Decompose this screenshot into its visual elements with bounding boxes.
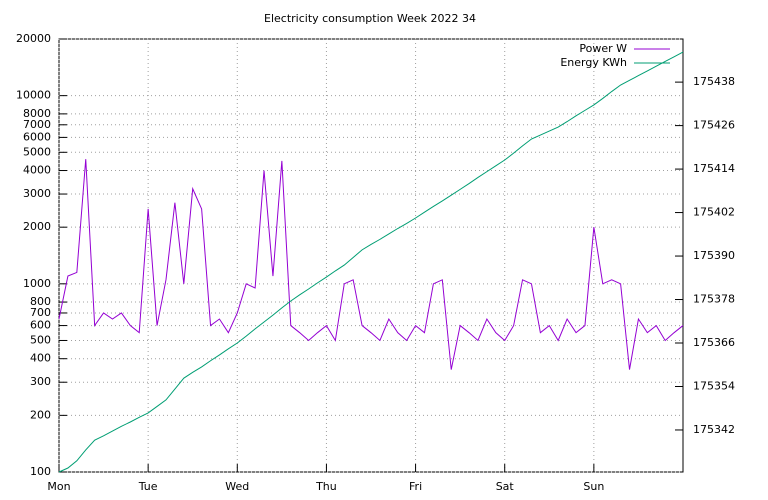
y2-tick-label: 175414 (693, 162, 735, 175)
y-tick-label: 400 (30, 352, 51, 365)
legend-label: Power W (579, 42, 627, 55)
legend-label: Energy KWh (560, 56, 627, 69)
y-tick-label: 500 (30, 333, 51, 346)
y-tick-label: 8000 (23, 107, 51, 120)
y-tick-label: 10000 (16, 89, 51, 102)
y-tick-label: 300 (30, 375, 51, 388)
y2-tick-label: 175402 (693, 206, 735, 219)
y2-tick-label: 175426 (693, 119, 735, 132)
y-tick-label: 800 (30, 295, 51, 308)
y2-tick-label: 175366 (693, 336, 735, 349)
y-tick-label: 4000 (23, 164, 51, 177)
x-tick-label: Mon (47, 480, 70, 493)
chart-title: Electricity consumption Week 2022 34 (264, 12, 476, 25)
x-tick-label: Thu (315, 480, 337, 493)
y2-tick-label: 175378 (693, 293, 735, 306)
series-line (58, 51, 684, 473)
y2-tick-label: 175342 (693, 423, 735, 436)
plot-frame (58, 38, 684, 473)
y-tick-label: 600 (30, 319, 51, 332)
y-tick-label: 5000 (23, 145, 51, 158)
y-tick-label: 700 (30, 306, 51, 319)
y-tick-label: 100 (30, 465, 51, 478)
y2-tick-label: 175438 (693, 75, 735, 88)
x-tick-label: Fri (409, 480, 422, 493)
series-line (58, 159, 684, 370)
x-tick-label: Sat (496, 480, 515, 493)
y-tick-label: 1000 (23, 277, 51, 290)
y-tick-label: 2000 (23, 220, 51, 233)
y2-tick-label: 175390 (693, 249, 735, 262)
y2-tick-label: 175354 (693, 379, 735, 392)
x-tick-label: Tue (138, 480, 158, 493)
y-tick-label: 200 (30, 408, 51, 421)
y-tick-label: 6000 (23, 130, 51, 143)
y-tick-label: 7000 (23, 118, 51, 131)
x-tick-label: Wed (225, 480, 249, 493)
x-tick-label: Sun (583, 480, 604, 493)
y-tick-label: 3000 (23, 187, 51, 200)
y-tick-label: 20000 (16, 32, 51, 45)
